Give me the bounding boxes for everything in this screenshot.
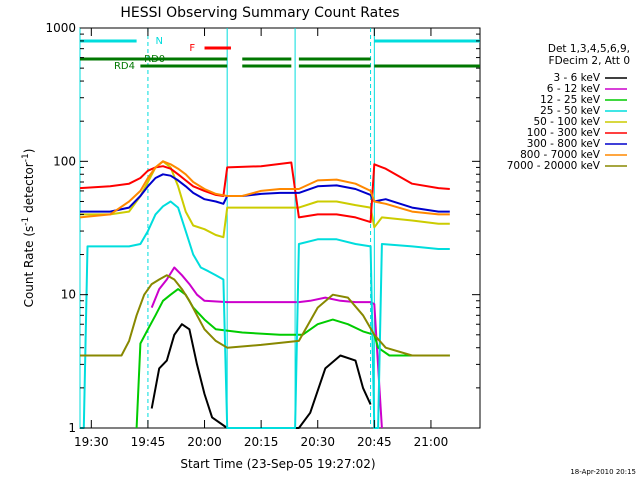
- series-line-2: [135, 288, 450, 429]
- flag-label-f: F: [189, 43, 195, 54]
- legend-entry-label: 50 - 100 keV: [533, 116, 600, 128]
- x-tick-label: 21:00: [414, 435, 449, 449]
- legend-entry-label: 3 - 6 keV: [553, 72, 600, 84]
- legend-entry-label: 12 - 25 keV: [540, 94, 601, 106]
- legend-entry-label: 25 - 50 keV: [540, 105, 601, 117]
- flag-label-rd4: RD4: [114, 61, 135, 72]
- chart-title: HESSI Observing Summary Count Rates: [120, 5, 399, 21]
- x-tick-label: 20:00: [187, 435, 222, 449]
- y-tick-label: 1: [68, 421, 76, 435]
- x-tick-label: 19:45: [131, 435, 166, 449]
- legend-entry-label: 800 - 7000 keV: [520, 149, 601, 161]
- flag-label-rd0: RD0: [144, 54, 165, 65]
- y-tick-label: 1000: [45, 21, 76, 35]
- footer-timestamp: 18-Apr-2010 20:15: [570, 468, 636, 476]
- series-line-8: [80, 274, 450, 357]
- legend-entry-label: 100 - 300 keV: [527, 127, 601, 139]
- y-tick-label: 100: [53, 154, 76, 168]
- legend-header: FDecim 2, Att 0: [549, 55, 630, 67]
- y-tick-label: 10: [61, 288, 76, 302]
- x-tick-label: 19:30: [74, 435, 109, 449]
- series-line-7: [79, 160, 450, 219]
- x-tick-label: 20:15: [244, 435, 279, 449]
- x-tick-label: 20:45: [357, 435, 392, 449]
- x-axis-label: Start Time (23-Sep-05 19:27:02): [180, 457, 375, 471]
- y-axis-label: Count Rate (s-1 detector-1): [21, 149, 36, 308]
- legend-entry-label: 6 - 12 keV: [547, 83, 601, 95]
- flag-label-n: N: [155, 36, 162, 47]
- legend-entry-label: 300 - 800 keV: [527, 138, 601, 150]
- series-line-4: [80, 160, 450, 239]
- series-line-3: [80, 200, 450, 429]
- series-line-5: [79, 161, 450, 224]
- legend-header: Det 1,3,4,5,6,9,: [548, 43, 630, 55]
- series-line-1: [150, 266, 383, 429]
- x-tick-label: 20:30: [300, 435, 335, 449]
- legend-entry-label: 7000 - 20000 keV: [507, 160, 601, 172]
- series-line-0: [150, 323, 372, 429]
